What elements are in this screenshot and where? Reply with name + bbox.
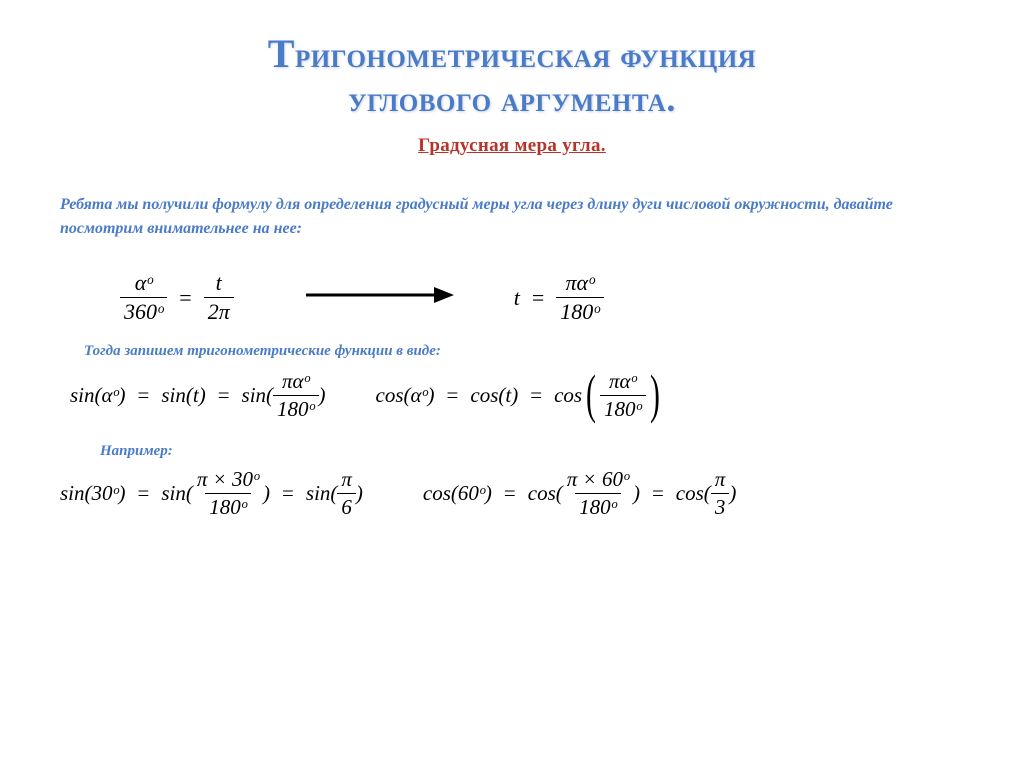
formula-t-result: t = παᵒ 180ᵒ bbox=[514, 271, 604, 324]
title-line2: углового аргумента. bbox=[348, 79, 676, 119]
title-line1: ригонометрическая функция bbox=[295, 35, 756, 75]
frac-alpha-360: αᵒ 360ᵒ bbox=[120, 271, 167, 324]
section-trig-form: Тогда запишем тригонометрические функции… bbox=[84, 343, 964, 360]
slide: Тригонометрическая функция углового аргу… bbox=[0, 0, 1024, 539]
intro-text: Ребята мы получили формулу для определен… bbox=[60, 193, 964, 241]
main-title: Тригонометрическая функция углового аргу… bbox=[60, 30, 964, 121]
example-label: Например: bbox=[100, 443, 964, 460]
sin-definition: sin(αᵒ) = sin(t) = sin( παᵒ 180ᵒ ) bbox=[70, 370, 326, 421]
formula-derivation: αᵒ 360ᵒ = t 2π t = παᵒ 180ᵒ bbox=[120, 271, 964, 324]
example-cos60: cos(60ᵒ) = cos( π × 60ᵒ 180ᵒ ) = cos( π … bbox=[423, 468, 736, 519]
title-cap: Т bbox=[268, 31, 295, 76]
frac-t-2pi: t 2π bbox=[204, 271, 234, 324]
arrow-icon bbox=[304, 284, 454, 312]
examples-row: sin(30ᵒ) = sin( π × 30ᵒ 180ᵒ ) = sin( π … bbox=[60, 468, 964, 519]
example-sin30: sin(30ᵒ) = sin( π × 30ᵒ 180ᵒ ) = sin( π … bbox=[60, 468, 363, 519]
cos-definition: cos(αᵒ) = cos(t) = cos ( παᵒ 180ᵒ ) bbox=[376, 370, 664, 421]
subtitle: Градусная мера угла. bbox=[60, 135, 964, 157]
equals-1: = bbox=[179, 285, 191, 311]
trig-definitions: sin(αᵒ) = sin(t) = sin( παᵒ 180ᵒ ) cos(α… bbox=[70, 370, 964, 421]
